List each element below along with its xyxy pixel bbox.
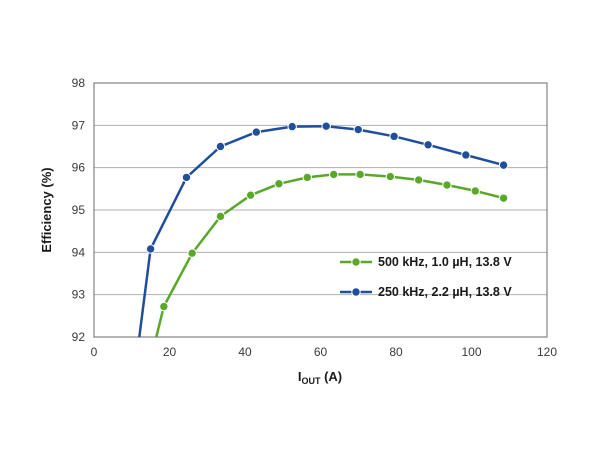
data-point-500khz-10 — [413, 175, 424, 185]
x-tick-label-20: 20 — [163, 345, 177, 359]
legend: 500 kHz, 1.0 µH, 13.8 V 250 kHz, 2.2 µH,… — [340, 255, 512, 299]
data-point-250khz-4 — [251, 127, 262, 137]
plot-area — [93, 82, 548, 338]
y-tick-labels: 92 93 94 95 96 97 98 — [72, 76, 86, 344]
series-line-250khz — [138, 124, 504, 337]
data-point-500khz-4 — [245, 190, 256, 200]
data-point-250khz-8 — [389, 131, 399, 142]
legend-label-500khz: 500 kHz, 1.0 µH, 13.8 V — [378, 255, 512, 269]
data-point-250khz-11 — [498, 160, 509, 170]
x-axis-label-unit: (A) — [320, 369, 342, 384]
x-tick-label-0: 0 — [91, 345, 98, 359]
data-point-250khz-6 — [321, 121, 331, 131]
x-tick-label-100: 100 — [461, 345, 481, 359]
legend-marker-500khz — [351, 257, 361, 267]
legend-label-250khz: 250 kHz, 2.2 µH, 13.8 V — [378, 285, 512, 299]
x-axis-label-subscript: OUT — [301, 376, 321, 386]
data-point-250khz-10 — [461, 150, 471, 160]
y-tick-label-92: 92 — [72, 330, 86, 344]
data-point-250khz-2 — [181, 172, 192, 183]
data-point-500khz-9 — [385, 171, 396, 182]
data-point-500khz-3 — [215, 211, 226, 222]
y-tick-label-98: 98 — [72, 76, 86, 90]
data-point-500khz-11 — [442, 180, 452, 190]
data-point-500khz-7 — [329, 169, 339, 180]
data-point-500khz-1 — [159, 301, 169, 312]
data-point-250khz-9 — [423, 140, 433, 150]
legend-marker-250khz — [351, 287, 361, 297]
y-axis-label: Efficiency (%) — [39, 167, 54, 252]
marker-group — [145, 121, 509, 312]
data-point-500khz-5 — [274, 179, 284, 189]
grid-lines — [94, 124, 547, 296]
x-tick-label-80: 80 — [389, 345, 403, 359]
y-tick-label-96: 96 — [72, 161, 86, 175]
y-tick-label-94: 94 — [72, 245, 86, 259]
data-point-500khz-8 — [355, 169, 365, 180]
data-point-500khz-13 — [498, 193, 509, 203]
x-tick-label-40: 40 — [238, 345, 252, 359]
y-tick-label-95: 95 — [72, 203, 86, 217]
data-point-500khz-6 — [302, 172, 312, 183]
x-tick-labels: 0 20 40 60 80 100 120 — [91, 345, 558, 359]
data-point-500khz-12 — [470, 186, 480, 196]
data-point-250khz-7 — [353, 124, 363, 135]
x-tick-label-60: 60 — [314, 345, 328, 359]
data-point-500khz-2 — [187, 248, 197, 258]
x-axis-label: IOUT (A) — [298, 369, 342, 386]
data-point-250khz-1 — [145, 244, 156, 254]
series-group — [138, 124, 504, 337]
y-tick-label-93: 93 — [72, 288, 86, 302]
x-axis-label-main: I — [298, 369, 302, 384]
x-tick-label-120: 120 — [537, 345, 557, 359]
data-point-250khz-5 — [287, 121, 297, 132]
data-point-250khz-3 — [215, 141, 226, 152]
y-tick-label-97: 97 — [72, 118, 86, 132]
series-line-500khz — [155, 173, 504, 337]
